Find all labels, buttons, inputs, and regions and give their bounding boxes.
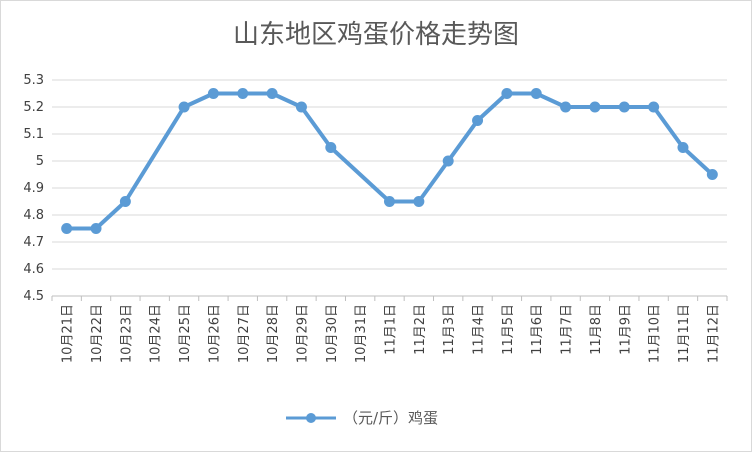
legend-label: （元/斤）鸡蛋 bbox=[343, 409, 438, 427]
x-axis bbox=[51, 295, 728, 301]
x-tick-label: 11月1日 bbox=[384, 304, 399, 355]
data-point bbox=[677, 142, 689, 153]
data-point bbox=[61, 223, 73, 234]
y-axis-ticks: 4.5 4.6 4.7 4.8 4.9 5 5.1 5.2 5.3 bbox=[23, 73, 44, 304]
y-tick-label: 4.6 bbox=[23, 262, 44, 277]
y-tick-label: 4.7 bbox=[23, 235, 44, 250]
data-point bbox=[178, 101, 190, 113]
x-tick-label: 11月8日 bbox=[589, 304, 604, 355]
data-point bbox=[90, 223, 102, 234]
chart-title: 山东地区鸡蛋价格走势图 bbox=[233, 20, 519, 50]
x-tick-label: 10月30日 bbox=[325, 304, 340, 363]
x-tick-label: 10月22日 bbox=[90, 304, 105, 363]
x-tick-label: 11月9日 bbox=[618, 304, 633, 355]
x-tick-label: 10月26日 bbox=[207, 304, 222, 363]
x-tick-label: 11月4日 bbox=[472, 304, 487, 355]
y-tick-label: 4.8 bbox=[23, 208, 44, 223]
data-point bbox=[560, 101, 572, 113]
legend-point-marker bbox=[306, 413, 316, 423]
data-point bbox=[618, 101, 630, 113]
data-point bbox=[472, 115, 484, 126]
x-tick-label: 10月31日 bbox=[354, 304, 369, 363]
x-tick-label: 11月5日 bbox=[501, 304, 516, 355]
x-tick-label: 10月29日 bbox=[295, 304, 310, 363]
x-tick-label: 10月27日 bbox=[237, 304, 252, 363]
data-point bbox=[119, 196, 131, 207]
x-tick-label: 11月7日 bbox=[560, 304, 575, 355]
x-tick-label: 11月2日 bbox=[413, 304, 428, 355]
y-tick-label: 5.1 bbox=[23, 127, 44, 142]
data-point bbox=[237, 88, 249, 99]
x-tick-label: 10月21日 bbox=[61, 304, 76, 363]
x-tick-label: 11月12日 bbox=[706, 304, 721, 363]
x-axis-ticks: 10月21日 10月22日 10月23日 10月24日 10月25日 10月26日 10月2… bbox=[61, 304, 722, 363]
y-tick-label: 5.2 bbox=[23, 100, 44, 115]
legend: （元/斤）鸡蛋 bbox=[286, 409, 438, 427]
data-point bbox=[266, 88, 278, 99]
x-tick-label: 10月24日 bbox=[149, 304, 164, 363]
data-point bbox=[706, 169, 718, 180]
x-tick-label: 10月25日 bbox=[178, 304, 193, 363]
data-point bbox=[413, 196, 425, 207]
x-tick-label: 11月10日 bbox=[648, 304, 663, 363]
x-tick-label: 11月6日 bbox=[530, 304, 545, 355]
y-tick-label: 4.9 bbox=[23, 181, 44, 196]
y-tick-label: 4.5 bbox=[23, 289, 44, 304]
y-tick-label: 5.3 bbox=[23, 73, 44, 88]
data-point bbox=[648, 101, 660, 113]
data-point bbox=[384, 196, 395, 207]
x-tick-label: 11月3日 bbox=[442, 304, 457, 355]
x-tick-label: 10月28日 bbox=[266, 304, 281, 363]
x-tick-label: 11月11日 bbox=[677, 304, 692, 363]
x-tick-label: 10月23日 bbox=[119, 304, 134, 363]
data-point bbox=[589, 101, 601, 113]
series-group bbox=[61, 88, 718, 234]
data-point bbox=[207, 88, 219, 99]
data-point bbox=[325, 142, 337, 153]
data-point bbox=[501, 88, 513, 99]
data-point bbox=[442, 155, 454, 167]
data-point bbox=[530, 88, 542, 99]
y-tick-label: 5 bbox=[36, 154, 44, 169]
data-point bbox=[295, 101, 307, 113]
